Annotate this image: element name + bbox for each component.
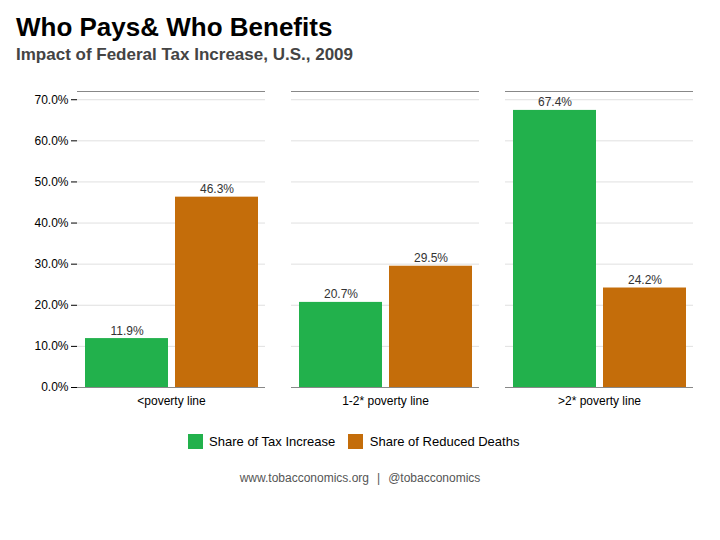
svg-text:10.0%: 10.0% <box>34 339 68 353</box>
svg-text:67.4%: 67.4% <box>538 95 572 109</box>
svg-text:29.5%: 29.5% <box>414 251 448 265</box>
svg-text:40.0%: 40.0% <box>34 216 68 230</box>
svg-text:60.0%: 60.0% <box>34 134 68 148</box>
svg-text:50.0%: 50.0% <box>34 175 68 189</box>
svg-text:1-2* poverty line: 1-2* poverty line <box>342 394 429 408</box>
html-text:Impact of Federal Tax Increase: Impact of Federal Tax Increase, U.S., 20… <box>16 45 353 64</box>
svg-text:20.7%: 20.7% <box>324 287 358 301</box>
svg-text:>2* poverty line: >2* poverty line <box>558 394 641 408</box>
svg-text:0.0%: 0.0% <box>41 380 69 394</box>
html-text:www.tobacconomics.org: www.tobacconomics.org <box>239 470 369 485</box>
svg-text:30.0%: 30.0% <box>34 257 68 271</box>
svg-text:70.0%: 70.0% <box>34 93 68 107</box>
svg-text:24.2%: 24.2% <box>628 273 662 287</box>
svg-text:20.0%: 20.0% <box>34 298 68 312</box>
svg-text:46.3%: 46.3% <box>200 182 234 196</box>
html-text:Share of Reduced Deaths: Share of Reduced Deaths <box>369 434 520 449</box>
html-text:Share of Tax Increase: Share of Tax Increase <box>209 434 336 449</box>
svg-text:11.9%: 11.9% <box>110 324 143 338</box>
svg-text:<poverty line: <poverty line <box>137 394 206 408</box>
html-text:@tobacconomics: @tobacconomics <box>388 470 481 485</box>
html-text:Who Pays& Who Benefits: Who Pays& Who Benefits <box>16 12 333 42</box>
